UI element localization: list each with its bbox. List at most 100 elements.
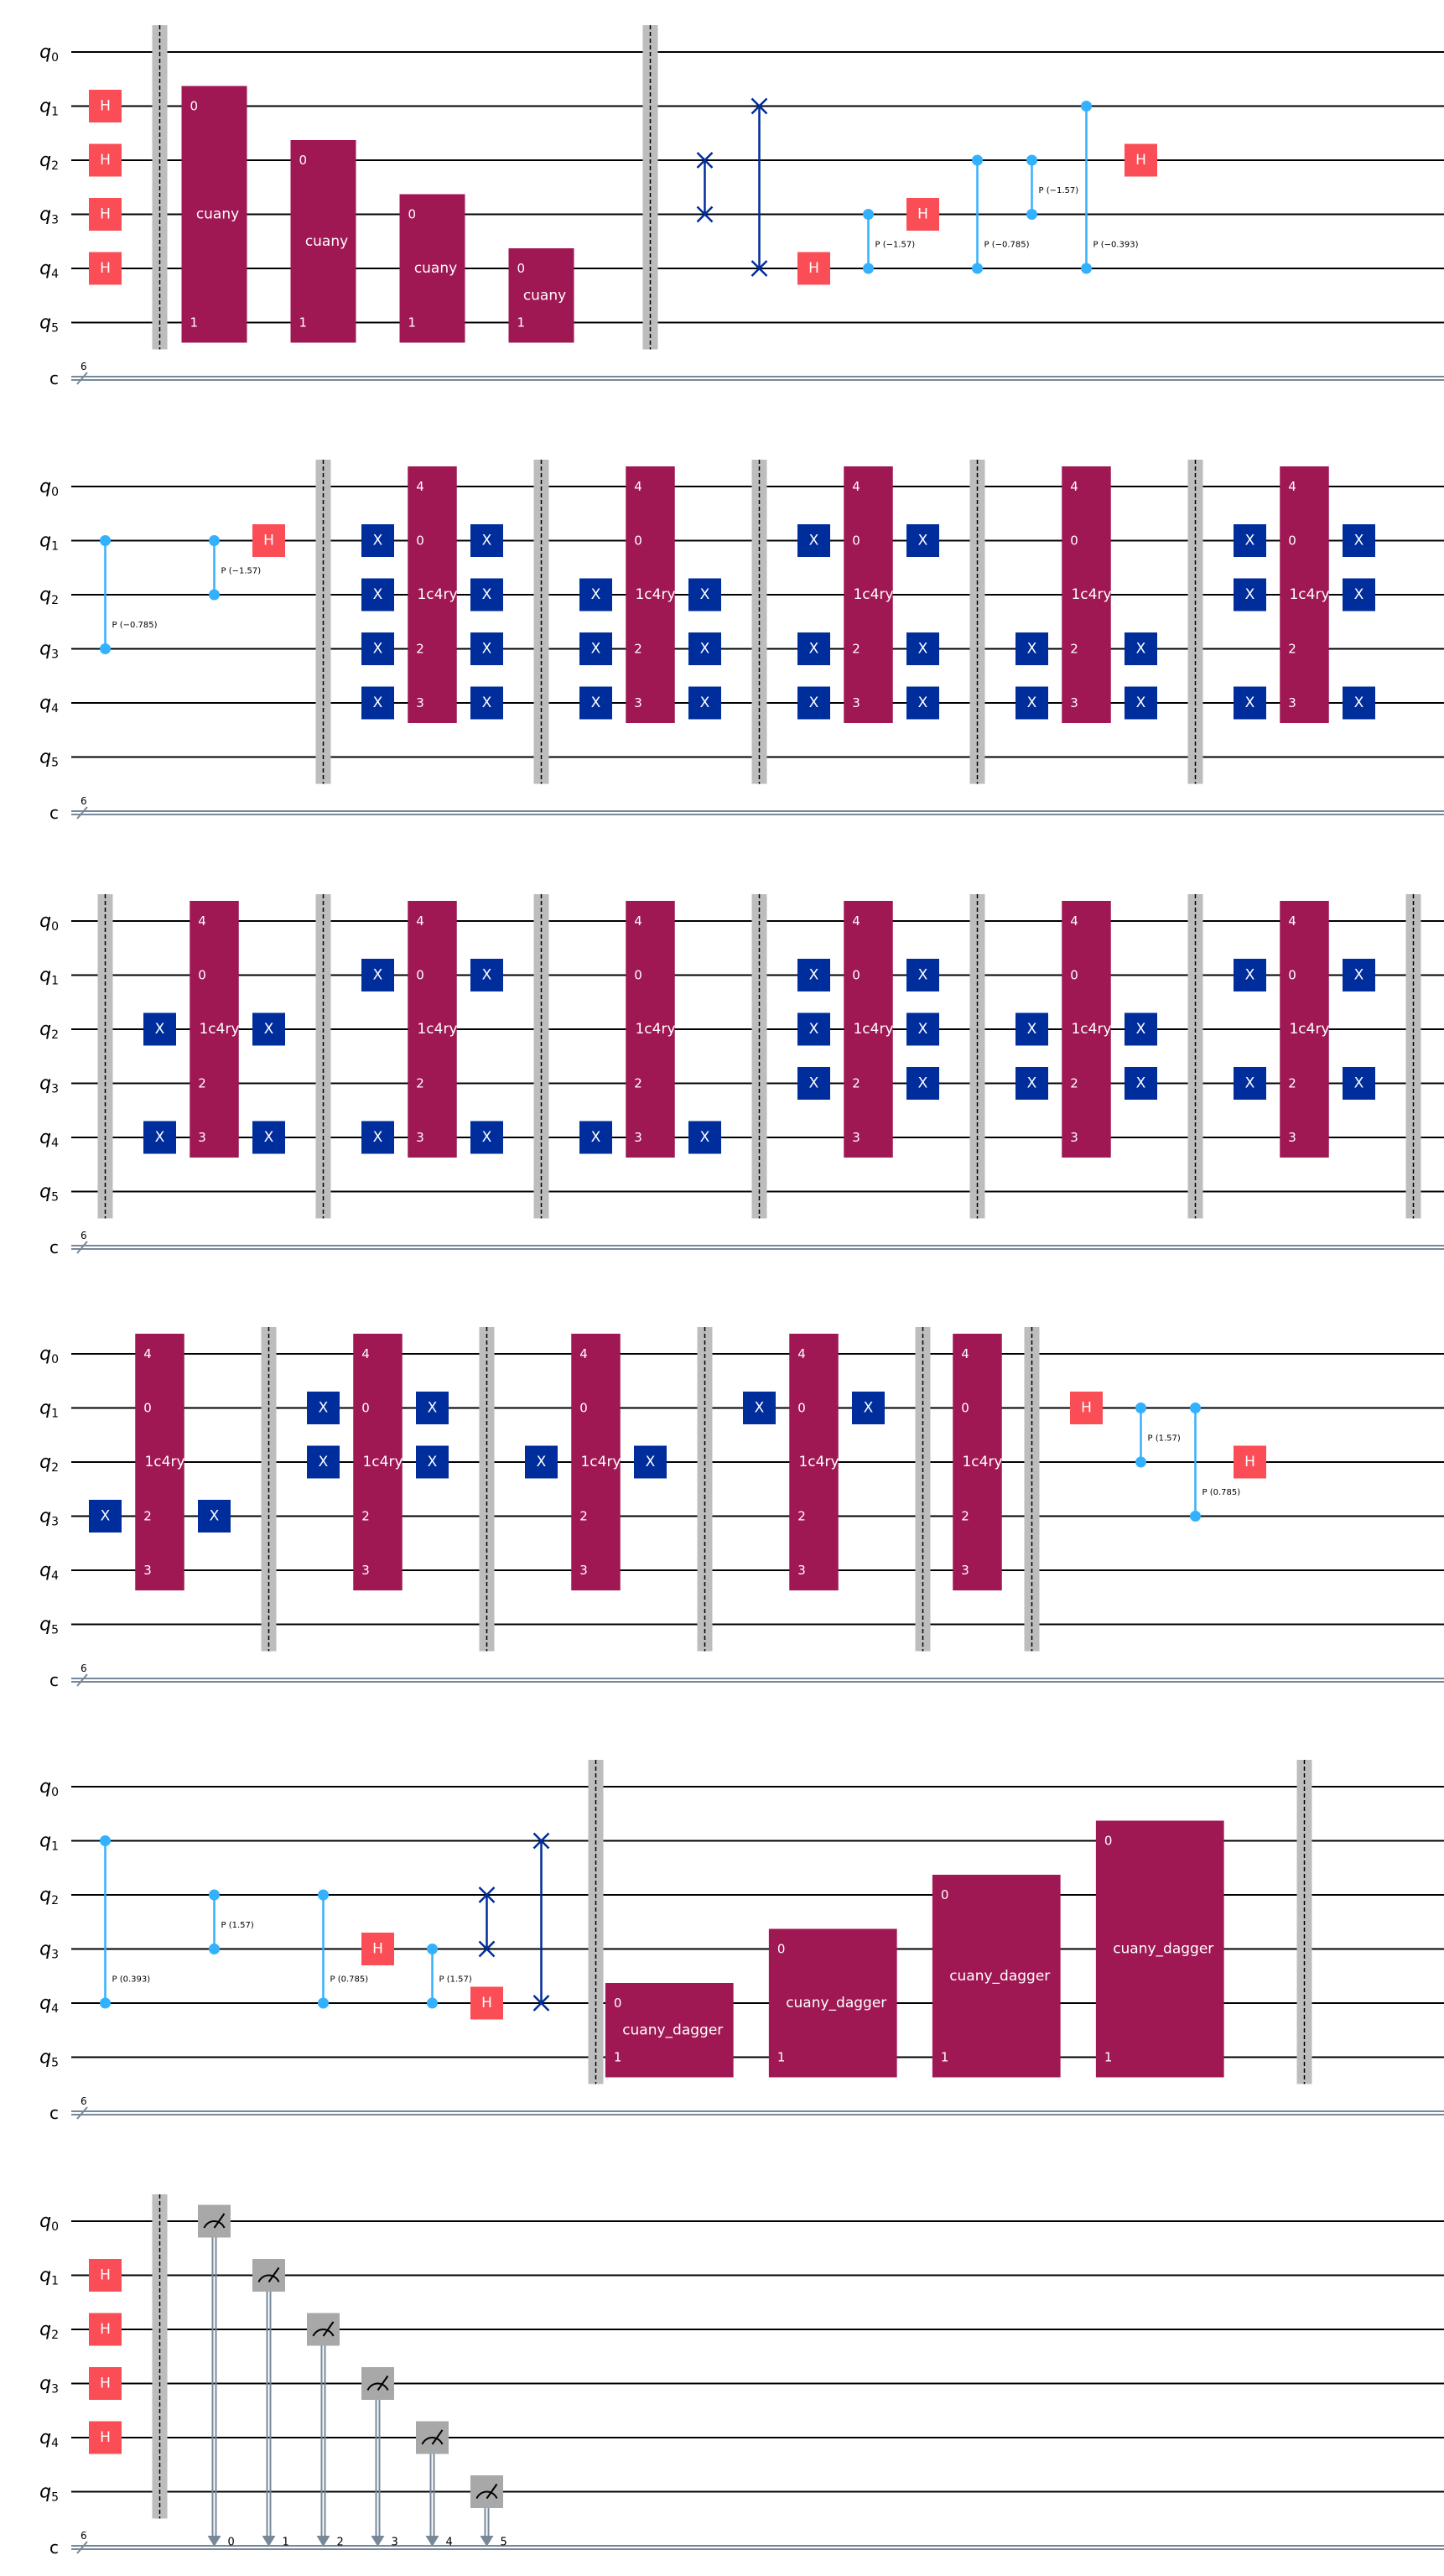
h-gate-label: H xyxy=(100,152,111,169)
control-dot xyxy=(427,1997,438,2009)
x-gate-label: X xyxy=(373,1129,383,1146)
meter-icon xyxy=(475,2490,498,2499)
gate-pin-label: 2 xyxy=(852,1076,860,1091)
x-gate xyxy=(1234,959,1266,991)
gate-pin-label: 0 xyxy=(416,968,424,983)
x-gate xyxy=(525,1445,558,1479)
control-dot xyxy=(209,1944,220,1954)
qubit-label-q1: q1 xyxy=(39,2265,59,2288)
custom-gate xyxy=(181,86,247,343)
qubit-label-q5: q5 xyxy=(39,1181,59,1205)
gate-name: 1c4ry xyxy=(144,1454,184,1470)
x-gate xyxy=(361,686,394,720)
cphase-label: P (1.57) xyxy=(439,1975,472,1985)
h-gate xyxy=(89,2367,122,2400)
x-gate xyxy=(906,1012,939,1046)
h-gate xyxy=(89,90,122,122)
gate-pin-label: 3 xyxy=(416,1130,424,1145)
measure-bit-index: 4 xyxy=(446,2537,453,2549)
h-gate-label: H xyxy=(100,98,111,115)
classical-slash xyxy=(76,1673,88,1687)
x-gate xyxy=(1343,578,1375,611)
x-gate xyxy=(1234,686,1266,720)
x-gate-label: X xyxy=(537,1454,547,1470)
x-gate xyxy=(579,578,612,611)
c4ry-gate xyxy=(408,901,457,1158)
gate-pin-label: 0 xyxy=(1070,968,1078,983)
qubit-label-q3: q3 xyxy=(39,2373,59,2396)
x-gate-label: X xyxy=(101,1508,111,1525)
c4ry-gate xyxy=(1062,466,1111,723)
circuit-row-6: q0 q1 q2 q3 q4 q5 c 6 H H H H 0 1 2 3 4 5 xyxy=(39,2194,1444,2558)
x-gate-label: X xyxy=(809,1021,819,1038)
x-gate xyxy=(1125,632,1157,665)
qubit-label-q2: q2 xyxy=(39,1452,59,1475)
control-dot xyxy=(318,1997,329,2009)
gate-name: 1c4ry xyxy=(362,1454,403,1470)
control-dot xyxy=(318,1889,329,1901)
swap-cross xyxy=(751,260,768,277)
qubit-label-q5: q5 xyxy=(39,1614,59,1637)
h-gate xyxy=(1070,1392,1103,1424)
x-gate-label: X xyxy=(700,695,710,711)
custom-gate xyxy=(605,1983,734,2078)
gate-pin-label: 1 xyxy=(941,2050,949,2065)
gate-name: 1c4ry xyxy=(199,1021,239,1038)
x-gate xyxy=(797,686,830,720)
meter-needle xyxy=(431,2429,444,2445)
x-gate xyxy=(1015,686,1048,720)
gate-pin-label: 0 xyxy=(198,968,206,983)
gate-pin-label: 3 xyxy=(634,1130,642,1145)
x-gate-label: X xyxy=(1245,1075,1255,1092)
meter-needle xyxy=(377,2375,389,2391)
x-gate-label: X xyxy=(1354,533,1364,549)
qubit-label-q2: q2 xyxy=(39,1885,59,1908)
qubit-label-q4: q4 xyxy=(39,2428,59,2451)
control-dot xyxy=(209,1889,220,1901)
measure-bit-index: 5 xyxy=(501,2537,507,2549)
gate-pin-label: 3 xyxy=(961,1563,969,1578)
h-gate-label: H xyxy=(917,206,928,223)
gate-pin-label: 3 xyxy=(361,1563,370,1578)
cphase-label: P (1.57) xyxy=(221,1921,254,1930)
x-gate-label: X xyxy=(1245,695,1255,711)
qubit-label-q3: q3 xyxy=(39,1506,59,1529)
x-gate xyxy=(579,1121,612,1154)
h-gate xyxy=(1234,1445,1266,1479)
h-gate xyxy=(906,198,939,231)
gate-name: 1c4ry xyxy=(853,1021,893,1038)
x-gate xyxy=(361,1121,394,1154)
x-gate xyxy=(252,1012,285,1046)
classical-label: c xyxy=(49,368,59,388)
x-gate-label: X xyxy=(809,533,819,549)
h-gate xyxy=(89,2421,122,2454)
gate-pin-label: 3 xyxy=(852,695,860,710)
gate-name: cuany xyxy=(305,233,348,250)
c4ry-gate xyxy=(626,901,675,1158)
c4ry-gate xyxy=(1280,466,1329,723)
x-gate-label: X xyxy=(373,641,383,658)
custom-gate xyxy=(1095,1820,1224,2078)
classical-label: c xyxy=(49,803,59,823)
x-gate-label: X xyxy=(264,1129,274,1146)
gate-pin-label: 0 xyxy=(777,1942,786,1957)
x-gate xyxy=(1125,1012,1157,1046)
x-gate xyxy=(797,524,830,557)
gate-pin-label: 0 xyxy=(579,1401,588,1416)
gate-name: 1c4ry xyxy=(962,1454,1002,1470)
gate-pin-label: 4 xyxy=(416,479,424,494)
gate-pin-label: 1 xyxy=(408,315,417,330)
x-gate xyxy=(634,1445,667,1479)
x-gate-label: X xyxy=(428,1400,438,1417)
measure-bit-index: 1 xyxy=(283,2537,289,2549)
gate-name: 1c4ry xyxy=(1071,1021,1111,1038)
gate-pin-label: 0 xyxy=(190,99,199,114)
h-gate xyxy=(252,524,285,557)
gate-name: cuany_dagger xyxy=(786,1995,886,2011)
gate-pin-label: 2 xyxy=(579,1509,588,1524)
meter-icon xyxy=(257,2274,280,2282)
c4ry-gate xyxy=(571,1334,621,1590)
x-gate xyxy=(1015,1067,1048,1100)
h-gate-label: H xyxy=(100,2376,111,2392)
gate-pin-label: 4 xyxy=(579,1346,588,1361)
